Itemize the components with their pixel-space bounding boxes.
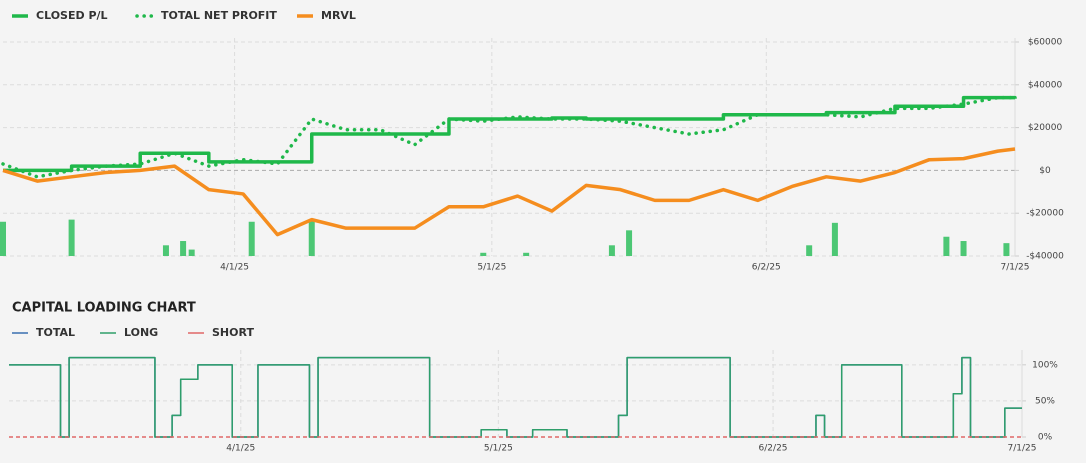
y-tick-label: 0%	[1038, 433, 1053, 443]
bar	[480, 252, 487, 256]
y-tick-label: $20000	[1028, 123, 1063, 133]
bar	[180, 241, 187, 256]
series-line	[9, 356, 1022, 438]
series-line	[2, 147, 1016, 237]
legend-label: LONG	[124, 326, 158, 339]
bar	[248, 221, 255, 256]
x-tick-label: 6/2/25	[759, 444, 788, 454]
x-tick-label: 6/2/25	[752, 263, 781, 273]
bar	[626, 230, 633, 256]
y-tick-label: 50%	[1035, 396, 1055, 406]
x-tick-label: 4/1/25	[220, 263, 249, 273]
x-tick-label: 7/1/25	[1008, 444, 1037, 454]
bar	[608, 245, 615, 256]
y-tick-label: -$40000	[1026, 252, 1064, 262]
x-tick-label: 5/1/25	[477, 263, 506, 273]
y-tick-label: $60000	[1028, 38, 1063, 48]
bar	[188, 249, 195, 256]
legend-label: SHORT	[212, 326, 254, 339]
bar	[806, 245, 813, 256]
bar	[1003, 243, 1010, 256]
bar	[523, 252, 530, 256]
series-line	[1, 95, 1017, 179]
legend-label: MRVL	[321, 9, 356, 22]
y-tick-label: -$20000	[1026, 209, 1064, 219]
chart-title: CAPITAL LOADING CHART	[12, 301, 196, 316]
legend-label: TOTAL NET PROFIT	[161, 9, 277, 22]
bar	[68, 219, 75, 256]
series-line	[9, 356, 1022, 438]
x-tick-label: 4/1/25	[226, 444, 255, 454]
bar	[0, 221, 6, 256]
bar	[308, 219, 315, 256]
x-tick-label: 5/1/25	[484, 444, 513, 454]
legend-label: CLOSED P/L	[36, 9, 108, 22]
bar	[960, 241, 967, 256]
bar	[831, 222, 838, 256]
legend-label: TOTAL	[36, 326, 75, 339]
y-tick-label: $0	[1039, 166, 1051, 176]
y-tick-label: $40000	[1028, 80, 1063, 90]
bar	[943, 236, 950, 256]
x-tick-label: 7/1/25	[1001, 263, 1030, 273]
bar	[162, 245, 169, 256]
y-tick-label: 100%	[1032, 360, 1058, 370]
